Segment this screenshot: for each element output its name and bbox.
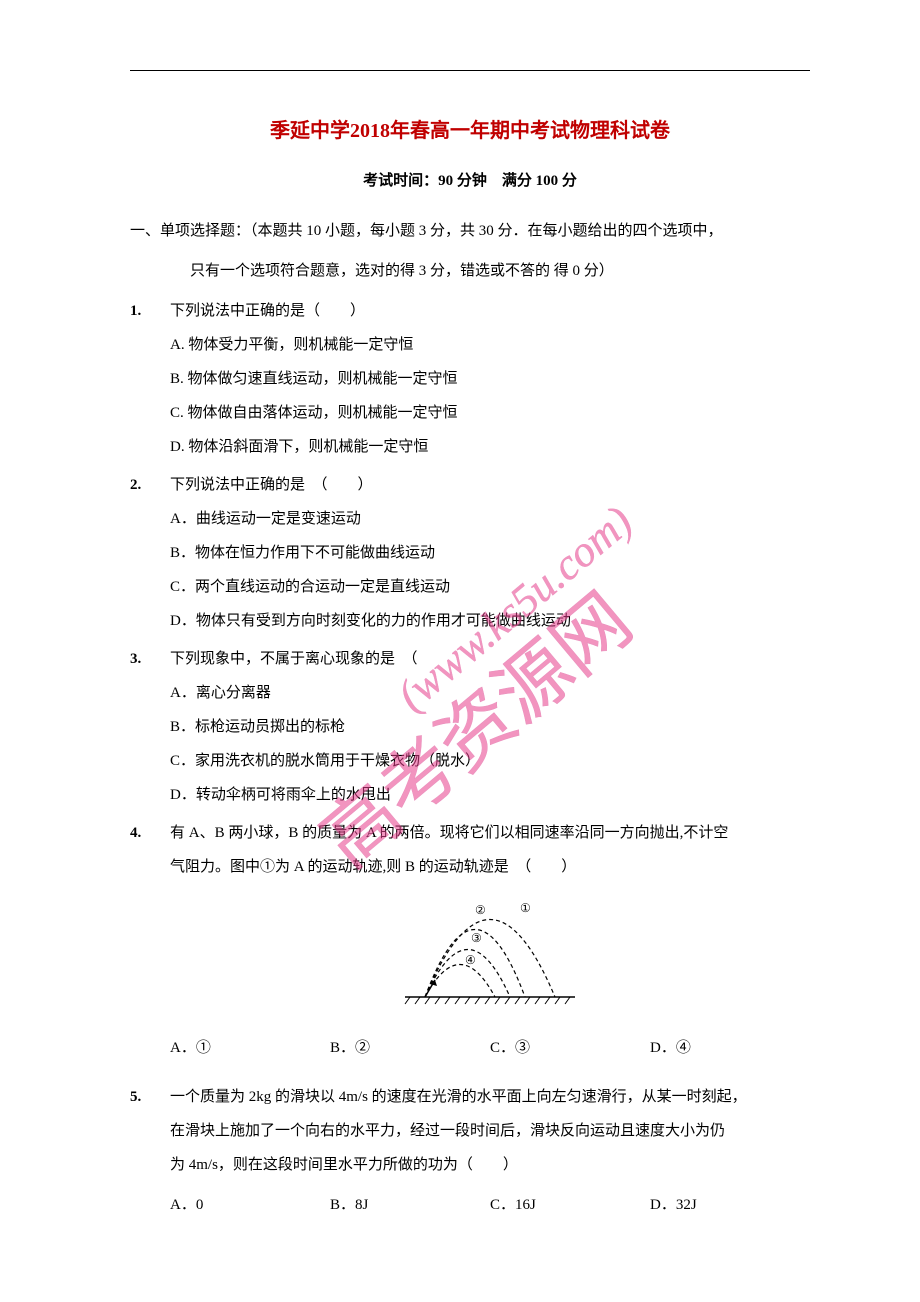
trajectory-diagram: ① ② ③ ④ [375,892,605,1012]
top-divider [130,70,810,71]
q1-option-d: D. 物体沿斜面滑下，则机械能一定守恒 [170,432,810,462]
figure-label-1: ① [520,901,531,915]
q2-option-d: D．物体只有受到方向时刻变化的力的作用才可能做曲线运动 [170,606,810,636]
figure-label-3: ③ [471,931,482,945]
q4-number: 4. [130,818,170,1063]
question-3: 3. 下列现象中，不属于离心现象的是 （ A．离心分离器 B．标枪运动员掷出的标… [130,644,810,814]
question-5: 5. 一个质量为 2kg 的滑块以 4m/s 的速度在光滑的水平面上向左匀速滑行… [130,1082,810,1220]
q1-option-c: C. 物体做自由落体运动，则机械能一定守恒 [170,398,810,428]
q4-option-c: C．③ [490,1033,650,1063]
q5-options-row: A．0 B．8J C．16J D．32J [170,1190,810,1220]
q2-number: 2. [130,470,170,640]
question-2: 2. 下列说法中正确的是 （ ） A．曲线运动一定是变速运动 B．物体在恒力作用… [130,470,810,640]
q4-text-line2: 气阻力。图中①为 A 的运动轨迹,则 B 的运动轨迹是 （ ） [170,852,810,882]
q3-option-a: A．离心分离器 [170,678,810,708]
q2-body: 下列说法中正确的是 （ ） A．曲线运动一定是变速运动 B．物体在恒力作用下不可… [170,470,810,640]
q4-text-line1: 有 A、B 两小球，B 的质量为 A 的两倍。现将它们以相同速率沿同一方向抛出,… [170,818,810,848]
section1-header-line2: 只有一个选项符合题意，选对的得 3 分，错选或不答的 得 0 分） [190,256,810,286]
q4-options-row: A．① B．② C．③ D．④ [170,1033,810,1063]
q3-option-b: B．标枪运动员掷出的标枪 [170,712,810,742]
exam-title: 季延中学2018年春高一年期中考试物理科试卷 [130,111,810,151]
q2-text: 下列说法中正确的是 （ ） [170,470,810,500]
q2-option-c: C．两个直线运动的合运动一定是直线运动 [170,572,810,602]
q1-body: 下列说法中正确的是（ ） A. 物体受力平衡，则机械能一定守恒 B. 物体做匀速… [170,296,810,466]
question-4: 4. 有 A、B 两小球，B 的质量为 A 的两倍。现将它们以相同速率沿同一方向… [130,818,810,1063]
q4-option-d: D．④ [650,1033,810,1063]
q3-number: 3. [130,644,170,814]
q3-text: 下列现象中，不属于离心现象的是 （ [170,644,810,674]
exam-subtitle: 考试时间：90 分钟 满分 100 分 [130,166,810,196]
q4-option-b: B．② [330,1033,490,1063]
figure-label-4: ④ [465,953,476,967]
q5-option-c: C．16J [490,1190,650,1220]
q5-option-b: B．8J [330,1190,490,1220]
q1-text: 下列说法中正确的是（ ） [170,296,810,326]
q1-option-a: A. 物体受力平衡，则机械能一定守恒 [170,330,810,360]
q5-text-line3: 为 4m/s，则在这段时间里水平力所做的功为（ ） [170,1150,810,1180]
q5-body: 一个质量为 2kg 的滑块以 4m/s 的速度在光滑的水平面上向左匀速滑行，从某… [170,1082,810,1220]
figure-label-2: ② [475,903,486,917]
q3-option-d: D．转动伞柄可将雨伞上的水甩出 [170,780,810,810]
q3-option-c: C．家用洗衣机的脱水筒用于干燥衣物（脱水） [170,746,810,776]
question-1: 1. 下列说法中正确的是（ ） A. 物体受力平衡，则机械能一定守恒 B. 物体… [130,296,810,466]
q5-number: 5. [130,1082,170,1220]
q4-body: 有 A、B 两小球，B 的质量为 A 的两倍。现将它们以相同速率沿同一方向抛出,… [170,818,810,1063]
q2-option-a: A．曲线运动一定是变速运动 [170,504,810,534]
q5-option-d: D．32J [650,1190,810,1220]
q1-option-b: B. 物体做匀速直线运动，则机械能一定守恒 [170,364,810,394]
section1-header-line1: 一、单项选择题：（本题共 10 小题，每小题 3 分，共 30 分．在每小题给出… [130,216,810,246]
q1-number: 1. [130,296,170,466]
q4-option-a: A．① [170,1033,330,1063]
q5-text-line1: 一个质量为 2kg 的滑块以 4m/s 的速度在光滑的水平面上向左匀速滑行，从某… [170,1082,810,1112]
q5-text-line2: 在滑块上施加了一个向右的水平力，经过一段时间后，滑块反向运动且速度大小为仍 [170,1116,810,1146]
q5-option-a: A．0 [170,1190,330,1220]
q3-body: 下列现象中，不属于离心现象的是 （ A．离心分离器 B．标枪运动员掷出的标枪 C… [170,644,810,814]
q4-figure: ① ② ③ ④ [170,892,810,1023]
q2-option-b: B．物体在恒力作用下不可能做曲线运动 [170,538,810,568]
